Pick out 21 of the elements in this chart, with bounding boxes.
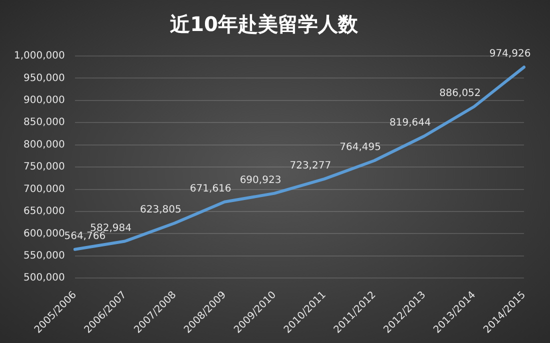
chart-title: 近10年赴美留学人数 xyxy=(169,12,359,36)
y-tick-label: 950,000 xyxy=(24,72,65,84)
data-label: 886,052 xyxy=(439,88,481,100)
data-label: 723,277 xyxy=(290,160,332,172)
data-label: 764,495 xyxy=(340,142,381,154)
y-tick-label: 750,000 xyxy=(24,162,65,173)
y-tick-label: 500,000 xyxy=(24,272,65,284)
data-label: 623,805 xyxy=(140,204,182,216)
y-tick-label: 700,000 xyxy=(24,184,65,195)
y-tick-label: 900,000 xyxy=(24,95,65,106)
y-tick-label: 600,000 xyxy=(24,228,65,240)
data-label: 671,616 xyxy=(190,183,232,194)
y-tick-label: 1,000,000 xyxy=(14,50,65,62)
data-label: 974,926 xyxy=(489,48,531,60)
data-label: 690,923 xyxy=(240,174,282,186)
y-tick-label: 550,000 xyxy=(24,250,65,262)
y-tick-label: 800,000 xyxy=(24,139,65,150)
data-label: 819,644 xyxy=(390,118,431,129)
y-tick-label: 850,000 xyxy=(24,117,65,128)
y-tick-label: 650,000 xyxy=(24,206,65,218)
data-label: 564,766 xyxy=(64,230,106,242)
